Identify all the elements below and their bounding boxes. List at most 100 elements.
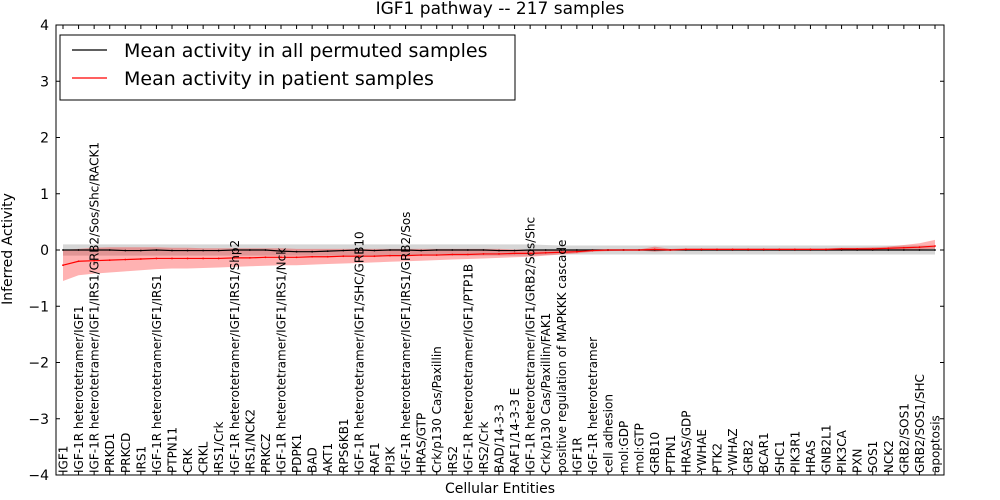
permuted-point (902, 249, 905, 251)
permuted-point (544, 249, 547, 251)
patient-point (482, 253, 485, 255)
patient-point (295, 256, 298, 259)
permuted-point (513, 249, 516, 252)
x-tick-label: PXN (851, 449, 865, 473)
patient-point (108, 259, 111, 262)
permuted-point (202, 249, 205, 252)
patient-point (498, 253, 500, 255)
x-tick-label: BAD (306, 447, 320, 473)
x-tick-label: IGF-1R heterotetramer/IGF1/IRS1/GRB2/Sos (399, 212, 413, 473)
x-tick-label: GRB2 (742, 439, 756, 473)
x-tick-label: IGF-1R heterotetramer/IGF1/IRS1/Shp2 (228, 240, 242, 473)
permuted-point (311, 250, 314, 253)
x-tick-label: RAF1 (368, 442, 382, 473)
x-tick-label: IGF1 (57, 446, 71, 473)
patient-point (747, 248, 750, 251)
x-tick-label: PDPK1 (290, 434, 304, 473)
x-tick-label: CRK (181, 447, 195, 473)
y-tick-label: −2 (28, 356, 49, 372)
patient-point (529, 252, 532, 255)
patient-point (778, 248, 781, 251)
x-tick-label: PTK2 (711, 443, 725, 473)
patient-point (560, 251, 563, 254)
patient-point (155, 257, 158, 260)
x-tick-label: apoptosis (929, 415, 943, 473)
patient-point (217, 257, 220, 260)
x-tick-label: mol:GDP (617, 421, 631, 473)
patient-point (825, 248, 827, 251)
patient-point (918, 246, 921, 249)
x-tick-label: IGF-1R heterotetramer/IGF1/IRS1/GRB2/Sos… (88, 142, 102, 473)
permuted-point (435, 249, 438, 251)
x-tick-label: IGF1R (570, 437, 584, 473)
y-tick-label: 2 (40, 131, 49, 147)
y-tick-label: −4 (28, 468, 49, 484)
x-tick-label: RAF1/14-3-3 E (508, 388, 522, 473)
permuted-point (529, 249, 532, 251)
x-tick-label: IGF-1R heterotetramer/IGF1 (72, 306, 86, 473)
x-tick-label: CRKL (197, 441, 211, 473)
x-tick-label: HRAS/GTP (415, 413, 429, 473)
permuted-point (575, 249, 578, 251)
x-tick-label: PIK3R1 (788, 431, 802, 473)
permuted-point (93, 249, 96, 251)
x-tick-label: PTPN1 (664, 435, 678, 473)
patient-point (607, 249, 609, 251)
permuted-point (295, 250, 298, 253)
patient-point (622, 249, 625, 251)
patient-point (809, 248, 812, 251)
y-axis-label: Inferred Activity (0, 193, 16, 305)
patient-point (342, 255, 345, 258)
patient-point (124, 258, 127, 261)
patient-point (77, 260, 80, 263)
permuted-point (326, 250, 329, 253)
x-tick-label: PI3K (384, 446, 398, 473)
x-tick-label: IGF-1R heterotetramer/IGF1/SHC/GRB10 (352, 231, 366, 473)
patient-band (63, 239, 935, 281)
permuted-point (498, 249, 500, 252)
patient-point (466, 253, 469, 256)
x-tick-label: BCAR1 (757, 432, 771, 473)
x-tick-label: SOS1 (866, 441, 880, 473)
patient-point (389, 254, 391, 257)
permuted-point (108, 249, 111, 251)
x-tick-label: IGF-1R heterotetramer/IGF1/PTP1B (461, 264, 475, 473)
permuted-point (918, 249, 921, 251)
patient-point (934, 245, 936, 247)
patient-point (435, 254, 438, 256)
y-tick-label: 4 (40, 18, 49, 34)
patient-point (326, 255, 329, 258)
x-tick-label: AKT1 (321, 443, 335, 473)
patient-point (638, 249, 641, 251)
permuted-point (404, 249, 407, 251)
x-tick-label: IRS2 (446, 446, 460, 473)
x-tick-label: GNB2L1 (820, 425, 834, 473)
patient-point (264, 256, 267, 259)
plot-area (62, 239, 936, 281)
x-tick-label: IRS1/NCK2 (243, 409, 257, 473)
permuted-point (280, 250, 282, 253)
x-tick-label: HRAS/GDP (679, 410, 693, 473)
permuted-point (248, 249, 251, 251)
patient-point (139, 258, 142, 260)
patient-point (669, 249, 672, 251)
y-tick-label: 3 (40, 74, 49, 90)
x-tick-label: IGF-1R heterotetramer/IGF1/IRS1/Nck (275, 248, 289, 473)
patient-point (591, 249, 594, 252)
permuted-point (357, 249, 360, 251)
patient-point (653, 248, 656, 251)
legend-label-permuted: Mean activity in all permuted samples (124, 40, 487, 62)
x-tick-label: IRS1/Crk (212, 422, 226, 473)
x-tick-label: NCK2 (882, 440, 896, 473)
permuted-point (217, 249, 220, 252)
x-tick-label: IRS2/Crk (477, 422, 491, 473)
patient-point (840, 247, 843, 250)
x-tick-label: PIK3CA (835, 429, 849, 473)
x-tick-label: PRKCD (119, 433, 133, 473)
patient-point (887, 247, 890, 250)
x-tick-label: GRB10 (648, 432, 662, 473)
permuted-point (373, 249, 376, 252)
permuted-point (77, 249, 80, 251)
x-tick-label: cell adhesion (602, 394, 616, 473)
